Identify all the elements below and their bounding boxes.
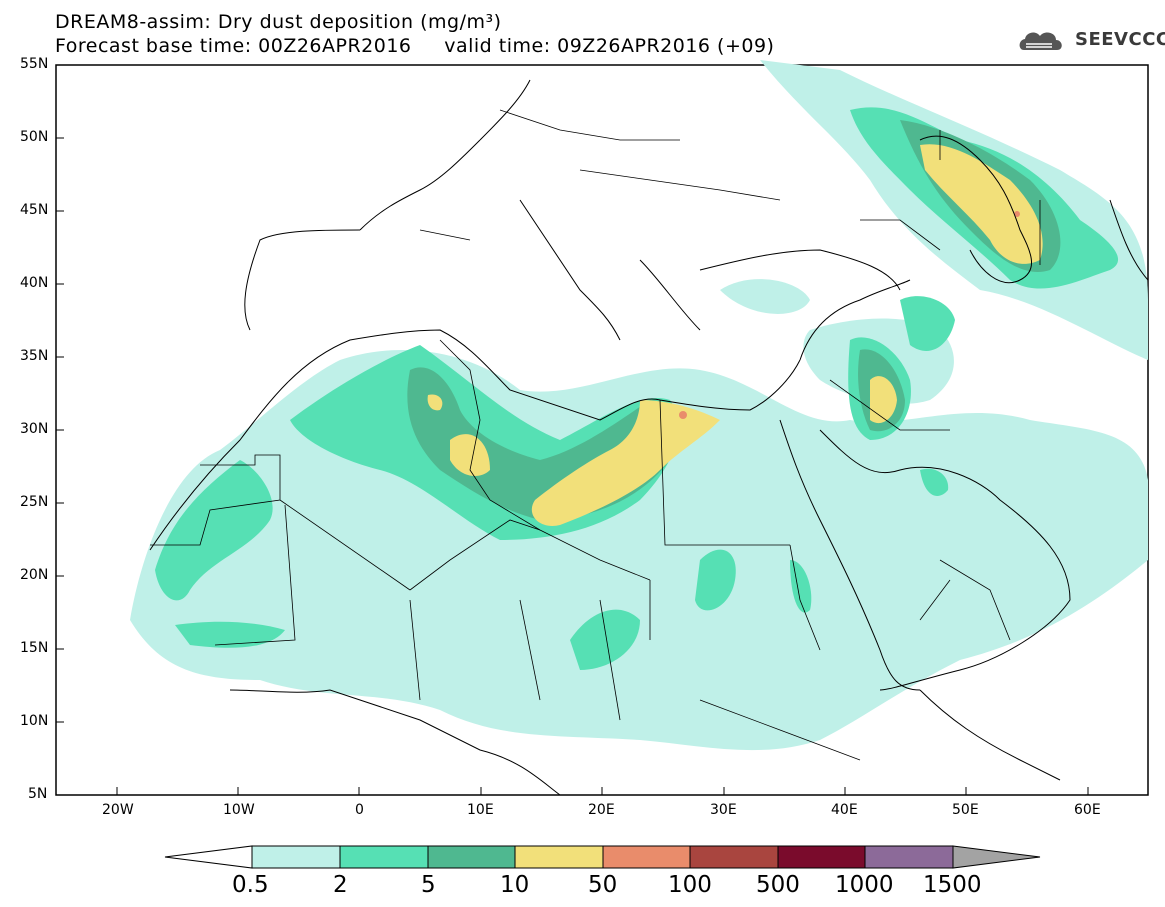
lon-label: 50E — [952, 802, 979, 818]
colorbar-cell — [777, 845, 866, 869]
colorbar-high-arrow — [952, 845, 1041, 869]
axis-ticks — [56, 64, 1089, 795]
lon-label: 20E — [588, 802, 615, 818]
colorbar-label: 10 — [500, 872, 530, 898]
colorbar-cell — [427, 845, 516, 869]
colorbar-label: 100 — [668, 872, 712, 898]
colorbar-label: 1500 — [923, 872, 982, 898]
colorbar-cell — [689, 845, 779, 869]
lat-label: 40N — [20, 275, 49, 291]
lon-label: 60E — [1074, 802, 1101, 818]
lat-label: 25N — [20, 494, 49, 510]
colorbar-label: 5 — [421, 872, 436, 898]
colorbar-label: 50 — [588, 872, 618, 898]
colorbar-label: 1000 — [835, 872, 894, 898]
colorbar-cell — [602, 845, 691, 869]
lat-label: 20N — [20, 567, 49, 583]
lon-label: 20W — [102, 802, 134, 818]
lon-label: 0 — [355, 802, 364, 818]
lat-label: 10N — [20, 713, 49, 729]
dust-field-orange — [679, 211, 1020, 419]
base-time: Forecast base time: 00Z26APR2016 — [55, 35, 412, 57]
lat-label: 45N — [20, 202, 49, 218]
colorbar-cell — [514, 845, 604, 869]
lat-label: 35N — [20, 348, 49, 364]
valid-time: valid time: 09Z26APR2016 (+09) — [444, 35, 775, 57]
lon-label: 40E — [831, 802, 858, 818]
lat-label: 5N — [28, 786, 48, 802]
colorbar-label: 2 — [333, 872, 348, 898]
lat-label: 30N — [20, 421, 49, 437]
lat-label: 55N — [20, 56, 49, 72]
lat-label: 50N — [20, 129, 49, 145]
lon-label: 10E — [467, 802, 494, 818]
lon-label: 10W — [223, 802, 255, 818]
cloud-logo-icon — [1019, 32, 1062, 50]
colorbar — [164, 845, 1041, 869]
colorbar-low-arrow — [164, 845, 253, 869]
colorbar-cell — [339, 845, 429, 869]
coastlines — [149, 79, 1149, 796]
colorbar-label: 0.5 — [232, 872, 269, 898]
map-title: DREAM8-assim: Dry dust deposition (mg/m³… — [55, 11, 502, 33]
lat-label: 15N — [20, 640, 49, 656]
colorbar-label: 500 — [756, 872, 800, 898]
map-subtitle: Forecast base time: 00Z26APR2016 valid t… — [55, 36, 774, 56]
lon-label: 30E — [710, 802, 737, 818]
colorbar-cell — [251, 845, 341, 869]
logo-text: SEEVCCC — [1075, 29, 1165, 50]
dust-field-yellow — [427, 144, 1043, 526]
borders — [150, 109, 1041, 761]
colorbar-cell — [864, 845, 954, 869]
